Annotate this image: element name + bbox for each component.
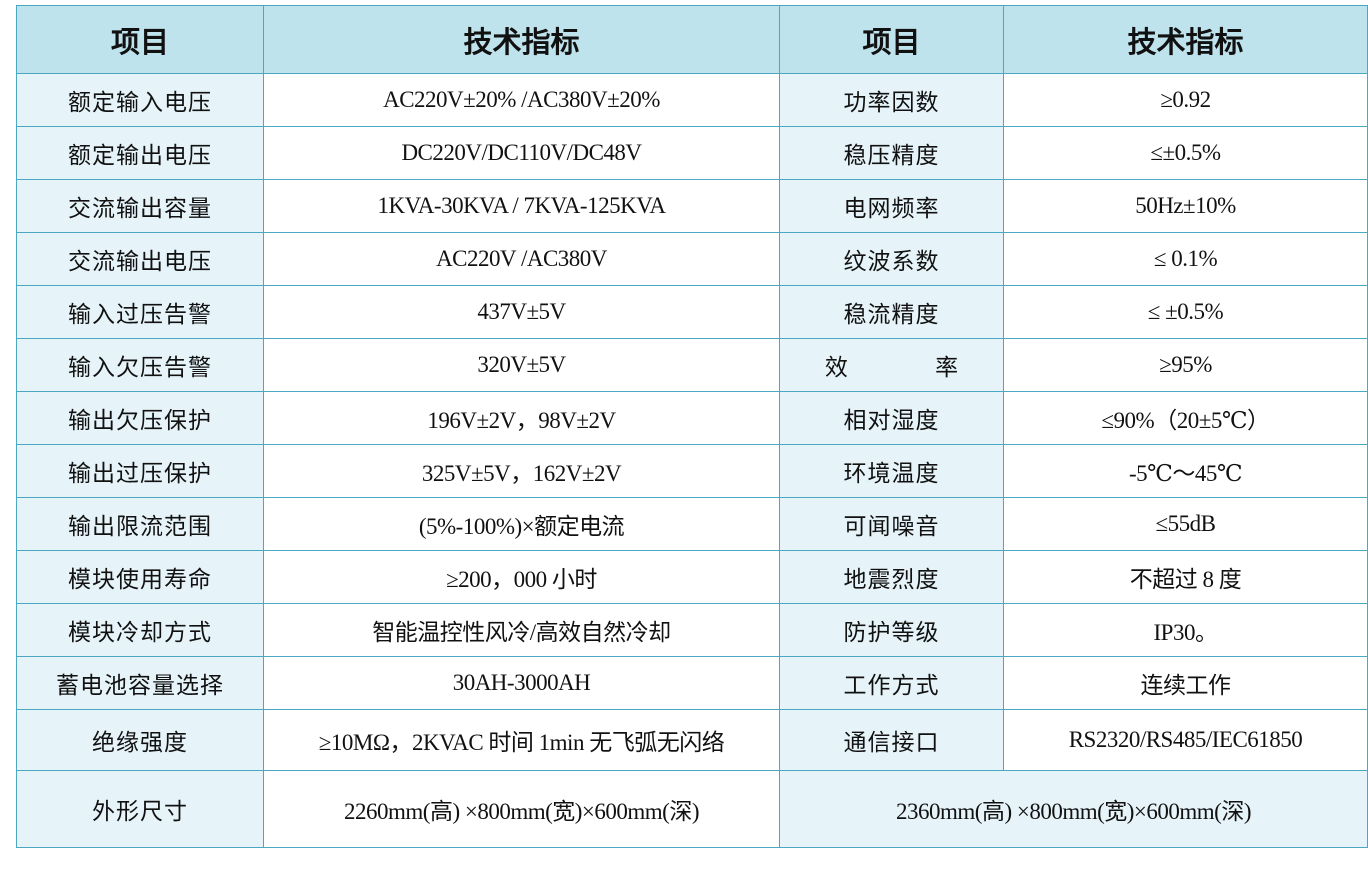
item-label: 电网频率 — [779, 179, 1004, 233]
spec-table: 项目 技术指标 项目 技术指标 额定输入电压 AC220V±20% /AC380… — [16, 5, 1368, 848]
table-row: 额定输出电压 DC220V/DC110V/DC48V 稳压精度 ≤±0.5% — [16, 126, 1368, 180]
item-label: 绝缘强度 — [16, 709, 264, 771]
header-item-right: 项目 — [779, 5, 1004, 74]
item-value: AC220V /AC380V — [263, 232, 780, 286]
item-label: 功率因数 — [779, 73, 1004, 127]
header-item-left: 项目 — [16, 5, 264, 74]
item-value: AC220V±20% /AC380V±20% — [263, 73, 780, 127]
item-value: ≥0.92 — [1003, 73, 1368, 127]
item-label: 稳压精度 — [779, 126, 1004, 180]
item-value: ≥200，000 小时 — [263, 550, 780, 604]
item-value: 50Hz±10% — [1003, 179, 1368, 233]
item-value: 智能温控性风冷/高效自然冷却 — [263, 603, 780, 657]
item-label: 输入欠压告警 — [16, 338, 264, 392]
table-row: 输入过压告警 437V±5V 稳流精度 ≤ ±0.5% — [16, 285, 1368, 339]
item-value: 196V±2V，98V±2V — [263, 391, 780, 445]
item-value: 1KVA-30KVA / 7KVA-125KVA — [263, 179, 780, 233]
dimensions-value-right: 2360mm(高) ×800mm(宽)×600mm(深) — [779, 770, 1368, 848]
item-label: 额定输出电压 — [16, 126, 264, 180]
item-value: DC220V/DC110V/DC48V — [263, 126, 780, 180]
header-spec-left: 技术指标 — [263, 5, 780, 74]
item-value: 不超过 8 度 — [1003, 550, 1368, 604]
item-label: 地震烈度 — [779, 550, 1004, 604]
table-row: 输出欠压保护 196V±2V，98V±2V 相对湿度 ≤90%（20±5℃） — [16, 391, 1368, 445]
header-row: 项目 技术指标 项目 技术指标 — [16, 5, 1368, 74]
table-row: 交流输出容量 1KVA-30KVA / 7KVA-125KVA 电网频率 50H… — [16, 179, 1368, 233]
item-value: IP30。 — [1003, 603, 1368, 657]
dimensions-row: 外形尺寸 2260mm(高) ×800mm(宽)×600mm(深) 2360mm… — [16, 770, 1368, 848]
item-label: 可闻噪音 — [779, 497, 1004, 551]
table-row: 输入欠压告警 320V±5V 效 率 ≥95% — [16, 338, 1368, 392]
item-label: 交流输出电压 — [16, 232, 264, 286]
table-row: 输出限流范围 (5%-100%)×额定电流 可闻噪音 ≤55dB — [16, 497, 1368, 551]
item-label: 通信接口 — [779, 709, 1004, 771]
item-label: 效 率 — [779, 338, 1004, 392]
item-label: 工作方式 — [779, 656, 1004, 710]
item-value: -5℃～45℃ — [1003, 444, 1368, 498]
table-row: 模块使用寿命 ≥200，000 小时 地震烈度 不超过 8 度 — [16, 550, 1368, 604]
table-row: 输出过压保护 325V±5V，162V±2V 环境温度 -5℃～45℃ — [16, 444, 1368, 498]
item-label: 模块冷却方式 — [16, 603, 264, 657]
item-value: (5%-100%)×额定电流 — [263, 497, 780, 551]
item-value: ≤ ±0.5% — [1003, 285, 1368, 339]
item-label: 输入过压告警 — [16, 285, 264, 339]
item-value: 连续工作 — [1003, 656, 1368, 710]
item-value: ≥10MΩ，2KVAC 时间 1min 无飞弧无闪络 — [263, 709, 780, 771]
item-value: ≤90%（20±5℃） — [1003, 391, 1368, 445]
item-label: 稳流精度 — [779, 285, 1004, 339]
table-row: 交流输出电压 AC220V /AC380V 纹波系数 ≤ 0.1% — [16, 232, 1368, 286]
item-label-text: 效 率 — [824, 355, 999, 381]
item-value: ≤±0.5% — [1003, 126, 1368, 180]
item-label: 模块使用寿命 — [16, 550, 264, 604]
item-value: 30AH-3000AH — [263, 656, 780, 710]
header-spec-right: 技术指标 — [1003, 5, 1368, 74]
item-label: 交流输出容量 — [16, 179, 264, 233]
table-row: 绝缘强度 ≥10MΩ，2KVAC 时间 1min 无飞弧无闪络 通信接口 RS2… — [16, 709, 1368, 771]
dimensions-value-left: 2260mm(高) ×800mm(宽)×600mm(深) — [263, 770, 780, 848]
item-label: 输出过压保护 — [16, 444, 264, 498]
item-label: 环境温度 — [779, 444, 1004, 498]
item-value: 437V±5V — [263, 285, 780, 339]
item-value: RS2320/RS485/IEC61850 — [1003, 709, 1368, 771]
item-label: 相对湿度 — [779, 391, 1004, 445]
table-row: 模块冷却方式 智能温控性风冷/高效自然冷却 防护等级 IP30。 — [16, 603, 1368, 657]
item-value: ≥95% — [1003, 338, 1368, 392]
item-value: ≤55dB — [1003, 497, 1368, 551]
item-value: 320V±5V — [263, 338, 780, 392]
item-label: 输出欠压保护 — [16, 391, 264, 445]
item-label: 蓄电池容量选择 — [16, 656, 264, 710]
item-label: 外形尺寸 — [16, 770, 264, 848]
table-row: 蓄电池容量选择 30AH-3000AH 工作方式 连续工作 — [16, 656, 1368, 710]
item-label: 防护等级 — [779, 603, 1004, 657]
item-value: ≤ 0.1% — [1003, 232, 1368, 286]
item-label: 额定输入电压 — [16, 73, 264, 127]
item-value: 325V±5V，162V±2V — [263, 444, 780, 498]
table-row: 额定输入电压 AC220V±20% /AC380V±20% 功率因数 ≥0.92 — [16, 73, 1368, 127]
item-label: 输出限流范围 — [16, 497, 264, 551]
item-label: 纹波系数 — [779, 232, 1004, 286]
